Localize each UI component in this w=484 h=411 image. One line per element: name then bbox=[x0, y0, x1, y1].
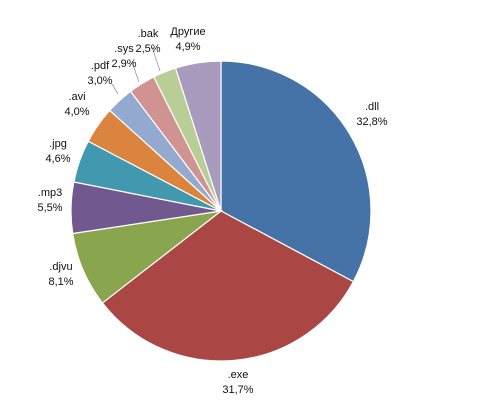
pie-slice-exe bbox=[101, 210, 355, 362]
leader-line-sys bbox=[131, 61, 140, 83]
slice-value-djvu: 8,1% bbox=[48, 276, 73, 288]
slice-label-exe: .exe bbox=[228, 369, 249, 381]
pie-slice-dll bbox=[220, 60, 372, 283]
slice-value-jpg: 4,6% bbox=[45, 153, 70, 165]
slice-value-sys: 2,9% bbox=[111, 58, 136, 70]
slice-label-sys: .sys bbox=[114, 43, 134, 55]
slice-value-pdf: 3,0% bbox=[87, 75, 112, 87]
leader-line-bak bbox=[151, 46, 161, 72]
slice-value-avi: 4,0% bbox=[64, 106, 89, 118]
slice-value-bak: 2,5% bbox=[135, 43, 160, 55]
slices-layer bbox=[70, 60, 372, 362]
slice-value-other: 4,9% bbox=[175, 41, 200, 53]
slice-label-pdf: .pdf bbox=[91, 60, 110, 72]
slice-label-jpg: .jpg bbox=[49, 138, 67, 150]
slice-label-avi: .avi bbox=[68, 91, 85, 103]
slice-label-other: Другие bbox=[170, 26, 205, 38]
leader-lines-layer bbox=[111, 46, 161, 95]
slice-label-mp3: .mp3 bbox=[38, 187, 62, 199]
slice-value-mp3: 5,5% bbox=[37, 202, 62, 214]
slice-label-dll: .dll bbox=[365, 101, 379, 113]
pie-slice-other bbox=[174, 60, 222, 212]
data-labels-layer: .dll 32,8% .exe 31,7% .djvu 8,1% .mp3 5,5% .jpg 4… bbox=[37, 26, 387, 396]
slice-value-dll: 32,8% bbox=[356, 116, 387, 128]
slice-label-bak: .bak bbox=[138, 28, 159, 40]
slice-label-djvu: .djvu bbox=[49, 261, 72, 273]
slice-value-exe: 31,7% bbox=[222, 384, 253, 396]
leader-line-pdf bbox=[111, 83, 119, 95]
